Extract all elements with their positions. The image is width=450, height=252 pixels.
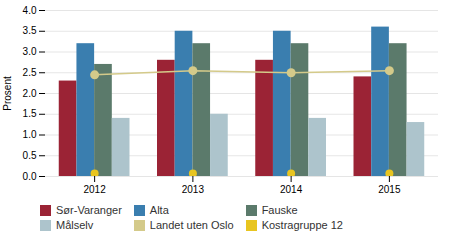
svg-text:Prosent: Prosent (2, 76, 13, 111)
svg-text:2.0: 2.0 (23, 88, 37, 99)
svg-text:2012: 2012 (84, 184, 107, 195)
svg-text:1.5: 1.5 (23, 108, 37, 119)
svg-text:2014: 2014 (280, 184, 303, 195)
html-text:Landet uten Oslo: Landet uten Oslo (149, 219, 234, 231)
svg-text:4.0: 4.0 (23, 5, 37, 16)
svg-text:3.5: 3.5 (23, 25, 37, 36)
html-text:Kostragruppe 12: Kostragruppe 12 (261, 219, 343, 231)
html-text:Fauske: Fauske (261, 204, 298, 216)
svg-text:2015: 2015 (378, 184, 401, 195)
svg-text:1.0: 1.0 (23, 129, 37, 140)
svg-text:3.0: 3.0 (23, 46, 37, 57)
svg-text:2013: 2013 (182, 184, 205, 195)
html-text:Målselv: Målselv (56, 219, 94, 231)
svg-text:0.5: 0.5 (23, 150, 37, 161)
svg-text:0.0: 0.0 (23, 171, 37, 182)
html-text:Sør-Varanger: Sør-Varanger (56, 204, 122, 216)
html-text:Alta: Alta (149, 204, 169, 216)
svg-text:2.5: 2.5 (23, 67, 37, 78)
